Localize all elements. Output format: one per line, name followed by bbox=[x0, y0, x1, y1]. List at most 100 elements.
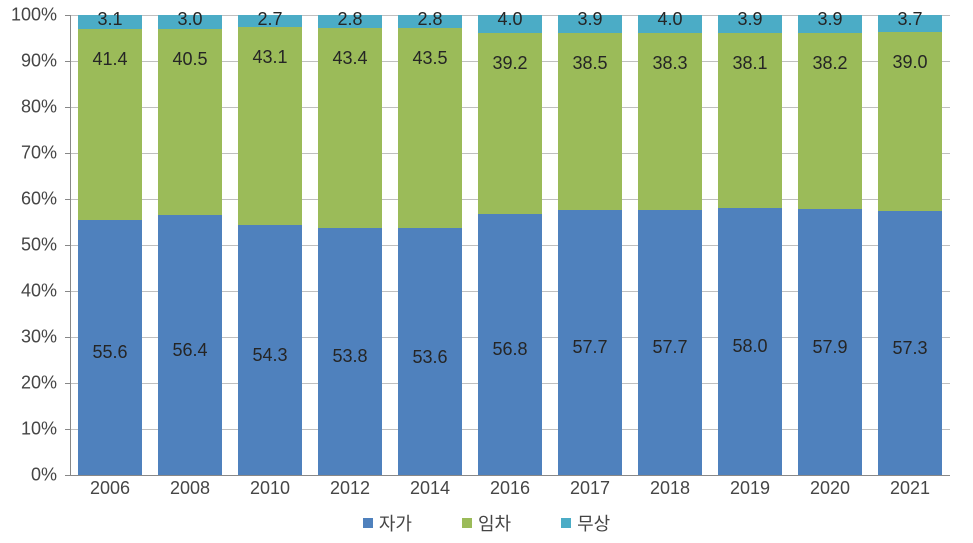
bar-segment: 4.0 bbox=[478, 15, 542, 33]
bar-value-label: 39.2 bbox=[492, 53, 527, 74]
bar-segment: 56.4 bbox=[158, 215, 222, 475]
legend-item: 자가 bbox=[363, 510, 412, 536]
bar: 56.8 39.2 4.0 bbox=[478, 15, 542, 475]
bar-value-label: 43.1 bbox=[252, 47, 287, 68]
bar-segment: 4.0 bbox=[638, 15, 702, 33]
bar: 56.4 40.5 3.0 bbox=[158, 15, 222, 475]
x-tick-label: 2019 bbox=[710, 478, 790, 508]
bar-segment: 39.0 bbox=[878, 32, 942, 211]
x-tick-label: 2014 bbox=[390, 478, 470, 508]
bar-value-label: 4.0 bbox=[497, 9, 522, 30]
bar-segment: 57.9 bbox=[798, 209, 862, 475]
bar-value-label: 3.0 bbox=[177, 9, 202, 30]
bar: 57.7 38.3 4.0 bbox=[638, 15, 702, 475]
bar: 57.7 38.5 3.9 bbox=[558, 15, 622, 475]
bar-value-label: 38.2 bbox=[812, 53, 847, 74]
y-tick-label: 100% bbox=[11, 5, 57, 26]
bar-value-label: 2.8 bbox=[417, 9, 442, 30]
y-tick-label: 30% bbox=[21, 327, 57, 348]
x-tick-label: 2018 bbox=[630, 478, 710, 508]
bar-segment: 3.0 bbox=[158, 15, 222, 29]
bar-value-label: 38.3 bbox=[652, 53, 687, 74]
bars-container: 55.6 41.4 3.1 56.4 40.5 3.0 54.3 43.1 2.7 53.843.… bbox=[70, 15, 950, 475]
bar-segment: 53.8 bbox=[318, 228, 382, 475]
bar: 57.3 39.03.7 bbox=[878, 15, 942, 475]
bar-value-label: 58.0 bbox=[732, 336, 767, 357]
bar-value-label: 2.8 bbox=[337, 9, 362, 30]
legend-swatch bbox=[561, 518, 571, 528]
bar-segment: 38.3 bbox=[638, 33, 702, 209]
bar-segment: 40.5 bbox=[158, 29, 222, 215]
bar-segment: 57.3 bbox=[878, 211, 942, 475]
bar-value-label: 40.5 bbox=[172, 49, 207, 70]
y-tick-label: 60% bbox=[21, 189, 57, 210]
x-tick-label: 2020 bbox=[790, 478, 870, 508]
bar-group: 53.843.42.8 bbox=[310, 15, 390, 475]
x-axis-line bbox=[70, 475, 950, 476]
bar-value-label: 57.7 bbox=[572, 337, 607, 358]
x-tick-label: 2012 bbox=[310, 478, 390, 508]
bar-value-label: 41.4 bbox=[92, 49, 127, 70]
bar-segment: 2.7 bbox=[238, 15, 302, 27]
y-axis: 0%10%20%30%40%50%60%70%80%90%100% bbox=[0, 15, 65, 475]
legend: 자가 임차 무상 bbox=[0, 510, 973, 536]
bar-segment: 3.7 bbox=[878, 15, 942, 32]
bar-segment: 3.9 bbox=[718, 15, 782, 33]
bar-segment: 41.4 bbox=[78, 29, 142, 219]
bar-group: 57.9 38.2 3.9 bbox=[790, 15, 870, 475]
bar-value-label: 3.7 bbox=[897, 9, 922, 30]
legend-swatch bbox=[363, 518, 373, 528]
bar-value-label: 54.3 bbox=[252, 345, 287, 366]
bar-value-label: 4.0 bbox=[657, 9, 682, 30]
bar-group: 57.3 39.03.7 bbox=[870, 15, 950, 475]
bar-segment: 38.2 bbox=[798, 33, 862, 209]
x-tick-label: 2006 bbox=[70, 478, 150, 508]
bar-segment: 2.8 bbox=[318, 15, 382, 28]
bar: 53.843.42.8 bbox=[318, 15, 382, 475]
bar-segment: 39.2 bbox=[478, 33, 542, 213]
y-tick-label: 40% bbox=[21, 281, 57, 302]
bar-segment: 55.6 bbox=[78, 220, 142, 476]
y-tick-label: 0% bbox=[31, 465, 57, 486]
legend-swatch bbox=[462, 518, 472, 528]
bar-segment: 57.7 bbox=[558, 210, 622, 475]
y-tick-label: 70% bbox=[21, 143, 57, 164]
legend-label: 무상 bbox=[577, 510, 610, 536]
bar-value-label: 56.8 bbox=[492, 339, 527, 360]
bar: 55.6 41.4 3.1 bbox=[78, 15, 142, 475]
bar-value-label: 3.9 bbox=[577, 9, 602, 30]
bar-segment: 3.9 bbox=[798, 15, 862, 33]
y-tick-label: 20% bbox=[21, 373, 57, 394]
bar-segment: 38.5 bbox=[558, 33, 622, 210]
x-tick-label: 2010 bbox=[230, 478, 310, 508]
bar-value-label: 53.6 bbox=[412, 347, 447, 368]
x-axis: 2006200820102012201420162017201820192020… bbox=[70, 478, 950, 508]
bar-value-label: 56.4 bbox=[172, 340, 207, 361]
bar-segment: 3.9 bbox=[558, 15, 622, 33]
y-tick-label: 10% bbox=[21, 419, 57, 440]
bar-segment: 3.1 bbox=[78, 15, 142, 29]
bar-segment: 53.6 bbox=[398, 228, 462, 475]
bar-segment: 43.1 bbox=[238, 27, 302, 225]
bar-value-label: 38.1 bbox=[732, 53, 767, 74]
bar-group: 54.3 43.1 2.7 bbox=[230, 15, 310, 475]
bar-segment: 57.7 bbox=[638, 210, 702, 475]
legend-item: 임차 bbox=[462, 510, 511, 536]
bar-segment: 38.1 bbox=[718, 33, 782, 208]
y-tick-label: 90% bbox=[21, 51, 57, 72]
bar-segment: 56.8 bbox=[478, 214, 542, 475]
legend-label: 임차 bbox=[478, 510, 511, 536]
bar-group: 56.4 40.5 3.0 bbox=[150, 15, 230, 475]
bar: 58.0 38.1 3.9 bbox=[718, 15, 782, 475]
bar-value-label: 53.8 bbox=[332, 346, 367, 367]
bar-value-label: 57.3 bbox=[892, 338, 927, 359]
bar-segment: 58.0 bbox=[718, 208, 782, 475]
bar-value-label: 3.9 bbox=[817, 9, 842, 30]
x-tick-label: 2021 bbox=[870, 478, 950, 508]
bar-value-label: 38.5 bbox=[572, 53, 607, 74]
stacked-bar-chart: 0%10%20%30%40%50%60%70%80%90%100% 55.641… bbox=[0, 0, 973, 543]
bar-group: 56.8 39.2 4.0 bbox=[470, 15, 550, 475]
bar-group: 57.7 38.5 3.9 bbox=[550, 15, 630, 475]
bar: 54.3 43.1 2.7 bbox=[238, 15, 302, 475]
plot-area: 55.6 41.4 3.1 56.4 40.5 3.0 54.3 43.1 2.7 53.843.… bbox=[70, 15, 950, 475]
